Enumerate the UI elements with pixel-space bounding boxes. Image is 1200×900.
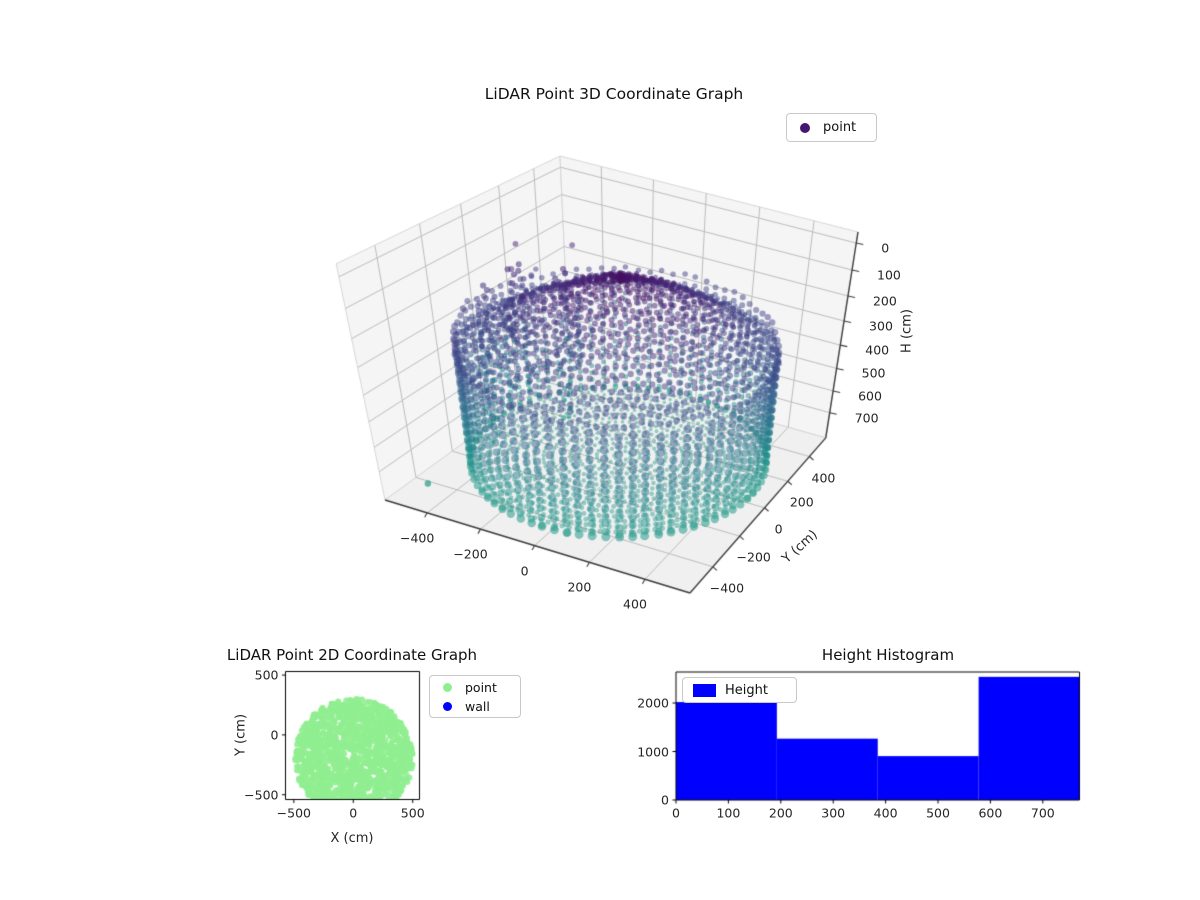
plot3d-h-tick-label: 400 xyxy=(865,342,890,358)
plot3d-x-tick-label: 0 xyxy=(520,563,529,579)
plot2d-x-tick-label: 0 xyxy=(349,805,358,820)
plot3d-y-tick-label: 0 xyxy=(774,521,783,537)
plot3d-y-tick-label: −200 xyxy=(736,549,771,565)
plot3d-h-tick-label: 100 xyxy=(877,267,901,283)
plot3d-h-tick-label: 200 xyxy=(872,293,897,309)
hist-x-tick-label: 300 xyxy=(821,805,846,821)
plot3d-y-tick-label: −400 xyxy=(709,580,745,596)
plot3d-h-tick-label: 500 xyxy=(861,365,886,381)
plot2d-y-tick-label: 0 xyxy=(270,727,279,743)
plot2d-y-tick-label: 500 xyxy=(254,667,279,683)
hist-x-tick-label: 700 xyxy=(1030,805,1055,821)
plot2d-x-tick-label: 500 xyxy=(400,805,425,820)
hist-x-tick-label: 500 xyxy=(926,805,950,821)
hist-x-tick-label: 600 xyxy=(978,805,1003,821)
plot2d-y-tick-label: −500 xyxy=(244,787,279,803)
plot3d-x-tick-label: −400 xyxy=(399,530,435,546)
plot3d-x-tick-label: 200 xyxy=(567,579,592,595)
plot3d-y-tick-label: 200 xyxy=(789,494,814,510)
plot3d-h-tick-label: 700 xyxy=(854,410,879,426)
hist-y-tick-label: 0 xyxy=(661,792,669,808)
plot3d-h-tick-label: 300 xyxy=(869,318,893,334)
plot2d-x-tick-label: −500 xyxy=(276,805,311,820)
plot3d-x-tick-label: 400 xyxy=(623,596,647,612)
hist-y-tick-label: 2000 xyxy=(637,695,669,711)
plot3d-y-tick-label: 400 xyxy=(811,470,836,485)
plot3d-x-tick-label: −200 xyxy=(453,546,488,562)
hist-x-tick-label: 0 xyxy=(672,805,680,821)
plot3d-h-tick-label: 0 xyxy=(881,240,890,256)
hist-x-tick-label: 400 xyxy=(873,805,898,821)
hist-x-tick-label: 200 xyxy=(768,805,793,821)
plot3d-h-tick-label: 600 xyxy=(858,388,882,404)
hist-y-tick-label: 1000 xyxy=(637,744,669,759)
hist-x-tick-label: 100 xyxy=(716,805,741,821)
